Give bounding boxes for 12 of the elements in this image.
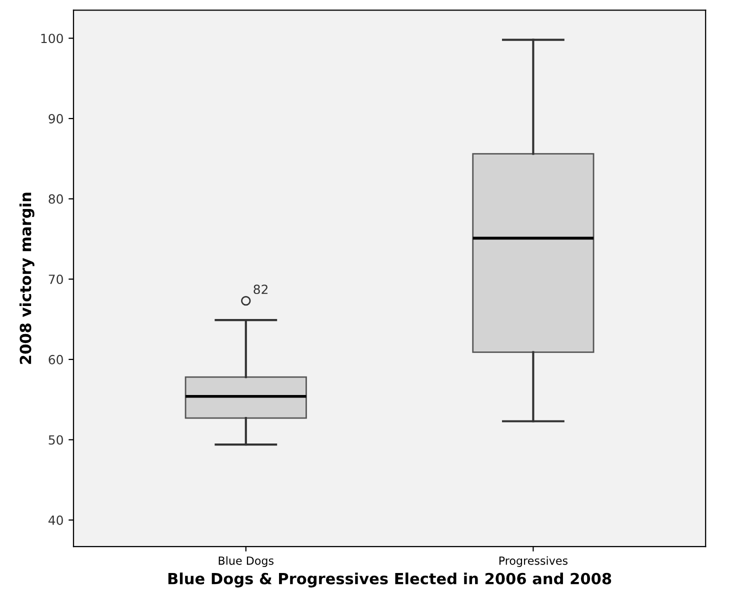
- x-axis-title: Blue Dogs & Progressives Elected in 2006 and 2008: [168, 572, 612, 588]
- y-tick-label: 60: [48, 354, 63, 364]
- annotation: 82: [254, 284, 268, 294]
- y-tick-label: 80: [48, 194, 63, 204]
- y-tick-label: 90: [48, 114, 63, 124]
- y-tick-label: 50: [48, 435, 63, 445]
- x-tick-label: Progressives: [499, 556, 568, 568]
- y-tick-label: 40: [48, 516, 63, 525]
- y-axis-title: 2008 victory margin: [19, 192, 34, 364]
- y-tick-label: 100: [41, 34, 63, 44]
- y-tick-label: 70: [48, 274, 63, 284]
- x-tick-label: Blue Dogs: [218, 556, 274, 568]
